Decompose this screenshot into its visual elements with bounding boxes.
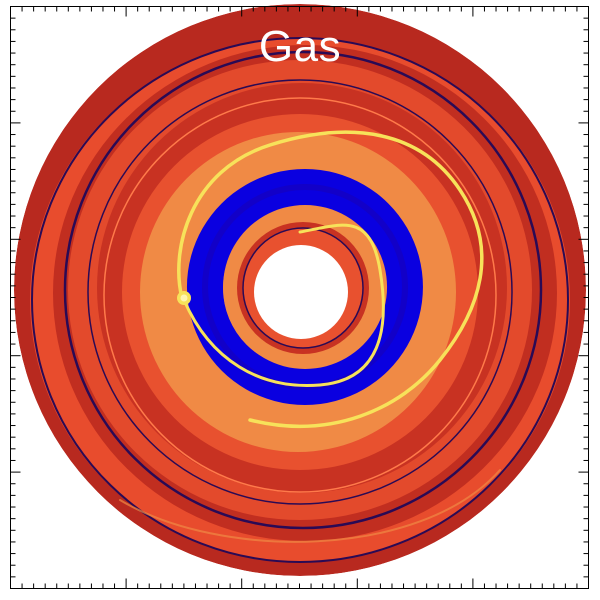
- figure-title: Gas: [258, 22, 342, 71]
- spiral-arm: [119, 130, 501, 543]
- dark-ring-lanes: [31, 37, 569, 563]
- frame-ticks: [10, 6, 589, 589]
- planet-hotspot: [177, 291, 191, 305]
- inner-hole: [254, 245, 348, 339]
